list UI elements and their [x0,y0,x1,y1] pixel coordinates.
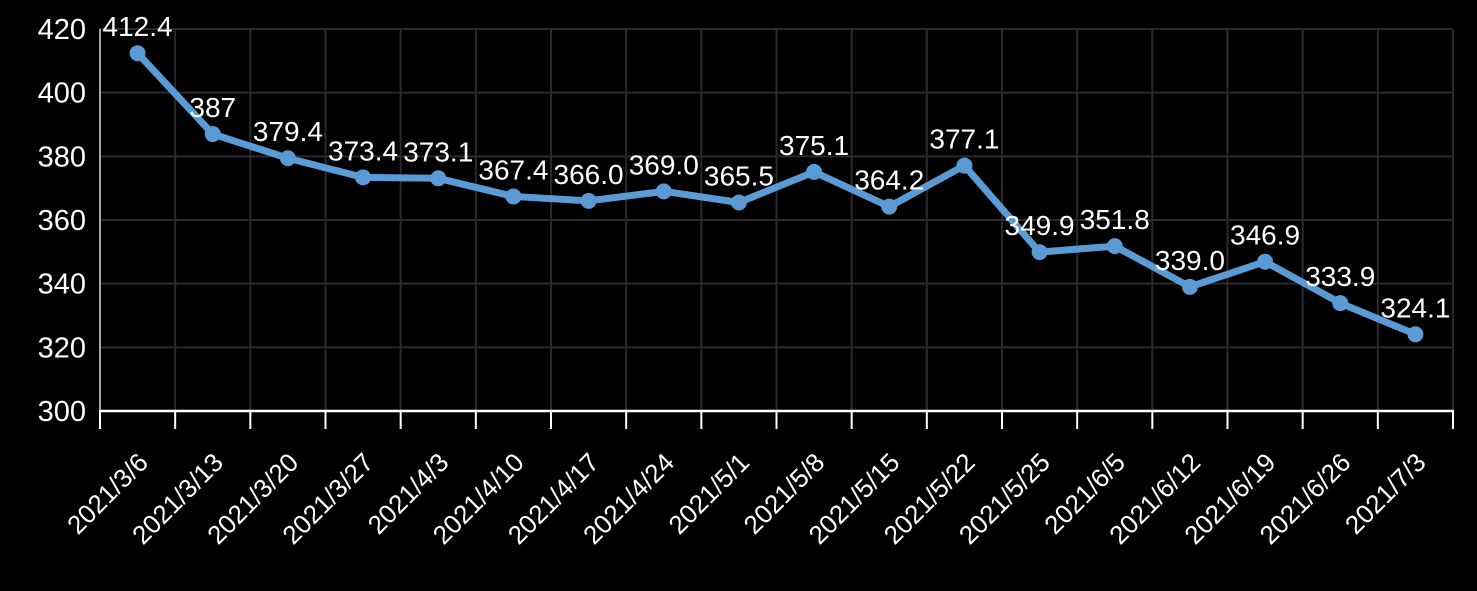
data-point-marker [956,157,973,174]
data-point-label: 324.1 [1380,292,1450,323]
data-point-label: 365.5 [704,160,774,191]
data-point-label: 349.9 [1005,210,1075,241]
data-point-label: 387 [189,92,236,123]
axes [99,29,1454,429]
data-point-label: 339.0 [1155,245,1225,276]
data-point-marker [1332,295,1349,312]
y-axis-labels: 420 400 380 360 340 320 300 [38,14,86,428]
data-point-label: 351.8 [1080,204,1150,235]
data-point-marker [279,150,296,167]
data-point-label: 367.4 [478,154,548,185]
data-point-marker [355,169,372,186]
gridlines [100,28,1454,412]
data-point-label: 369.0 [629,149,699,180]
data-point-marker [580,192,597,209]
data-point-marker [129,45,146,62]
series-line [134,49,1419,338]
data-point-marker [505,188,522,205]
data-point-marker [430,170,447,187]
data-point-marker [1257,253,1274,270]
y-tick-label: 320 [38,332,86,364]
data-point-label: 346.9 [1230,220,1300,251]
data-point-label: 379.4 [253,116,323,147]
data-point-label: 377.1 [929,124,999,155]
data-point-label: 366.0 [554,159,624,190]
data-point-markers [129,45,1424,343]
y-tick-label: 380 [38,141,86,173]
data-point-label: 333.9 [1305,261,1375,292]
data-point-marker [730,194,747,211]
y-tick-label: 300 [38,396,86,428]
y-tick-label: 400 [38,78,86,110]
data-point-marker [806,163,823,180]
y-tick-label: 340 [38,269,86,301]
data-point-marker [1407,326,1424,343]
data-point-marker [204,126,221,143]
data-point-label: 373.1 [403,136,473,167]
data-point-marker [1031,244,1048,261]
data-point-label: 373.4 [328,135,398,166]
data-point-label: 364.2 [854,165,924,196]
data-point-marker [655,183,672,200]
data-point-marker [1106,238,1123,255]
data-point-label: 375.1 [779,130,849,161]
y-tick-label: 360 [38,205,86,237]
y-tick-label: 420 [38,14,86,46]
data-point-marker [1181,278,1198,295]
data-point-marker [881,198,898,215]
data-point-label: 412.4 [103,11,173,42]
